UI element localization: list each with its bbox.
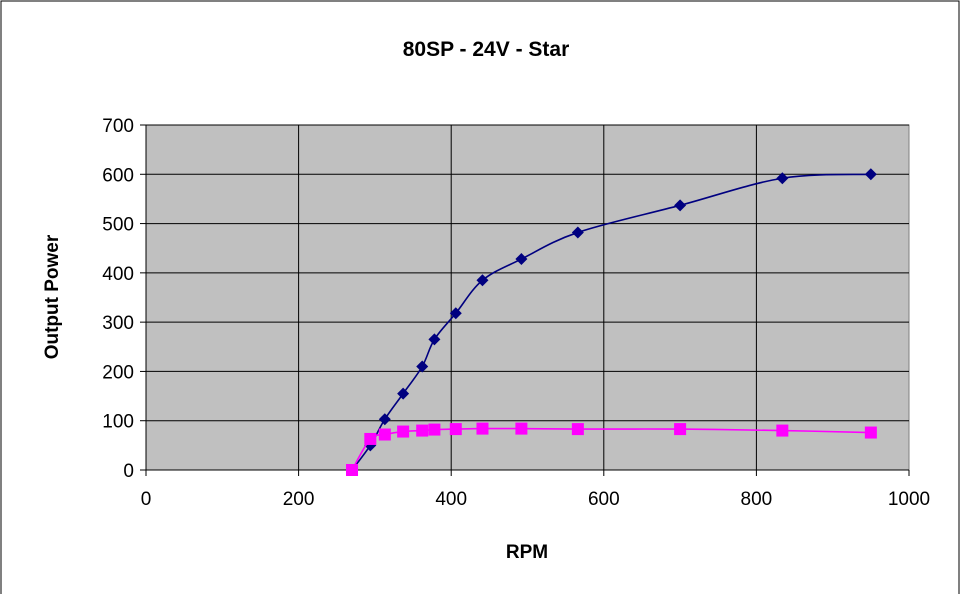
data-point-square (397, 425, 410, 438)
y-axis-title: Output Power (42, 234, 63, 359)
data-point-square (346, 464, 359, 476)
y-tick-label: 0 (123, 461, 134, 482)
data-point-square (378, 428, 391, 441)
y-tick-label: 500 (102, 215, 134, 236)
data-point-diamond (674, 199, 687, 212)
data-point-diamond (428, 333, 441, 346)
data-point-diamond (449, 307, 462, 320)
x-tick-label: 800 (741, 489, 773, 510)
series-1 (346, 168, 877, 476)
data-point-square (428, 423, 441, 436)
data-point-diamond (776, 172, 789, 185)
data-point-diamond (416, 360, 429, 373)
x-tick-label: 600 (588, 489, 620, 510)
data-point-square (364, 432, 377, 445)
axes (140, 124, 910, 476)
grid-lines (146, 124, 909, 470)
data-point-square (515, 422, 528, 435)
data-point-diamond (571, 226, 584, 239)
y-tick-label: 700 (102, 116, 134, 137)
y-tick-label: 300 (102, 313, 134, 334)
data-point-square (864, 426, 877, 439)
data-point-square (776, 424, 789, 437)
x-tick-label: 0 (141, 489, 152, 510)
data-point-square (449, 423, 462, 436)
data-point-square (476, 422, 489, 435)
data-point-square (674, 423, 687, 436)
x-tick-label: 400 (435, 489, 467, 510)
series-layer (346, 168, 877, 476)
x-axis-title: RPM (506, 542, 548, 563)
tick-labels: 0 100 200 300 400 500 600 700 0 200 400 600 800 1000 (102, 116, 930, 510)
data-point-diamond (476, 274, 489, 287)
y-tick-label: 400 (102, 264, 134, 285)
data-point-diamond (397, 387, 410, 400)
series-2 (346, 422, 877, 476)
y-tick-label: 200 (102, 362, 134, 383)
y-tick-label: 600 (102, 165, 134, 186)
x-tick-label: 200 (283, 489, 315, 510)
x-tick-label: 1000 (888, 489, 930, 510)
data-point-diamond (515, 253, 528, 266)
data-point-square (571, 423, 584, 436)
chart-title: 80SP - 24V - Star (403, 38, 570, 61)
data-point-diamond (864, 168, 877, 181)
y-tick-label: 100 (102, 412, 134, 433)
data-point-square (416, 424, 429, 437)
data-point-diamond (378, 413, 391, 426)
